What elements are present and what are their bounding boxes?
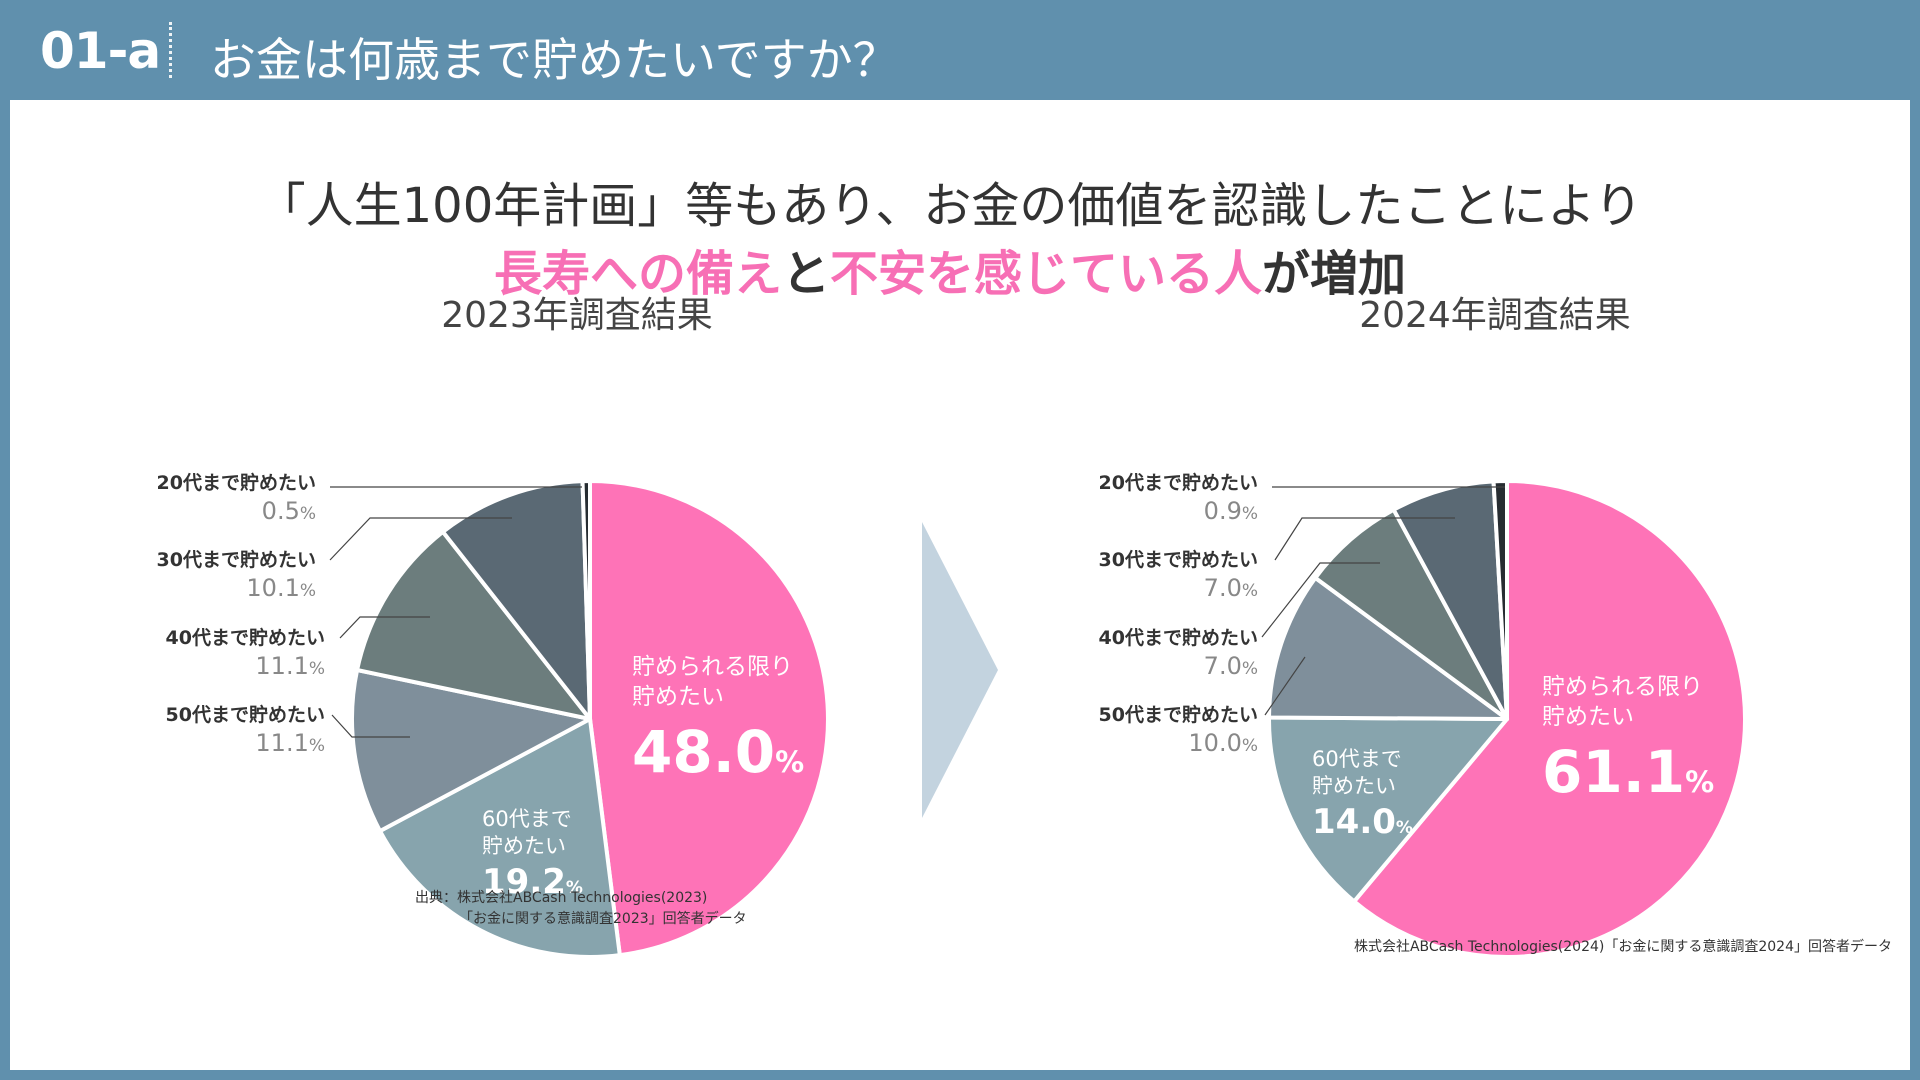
ext-label-name: 40代まで貯めたい xyxy=(1098,627,1258,649)
pie-slice-2023-0 xyxy=(588,479,830,958)
pie-slice-2023-4 xyxy=(440,479,592,721)
slide-number: 01-a xyxy=(40,22,161,80)
pie-slice-2023-1 xyxy=(378,717,622,959)
slice-label-name-2: 貯めたい xyxy=(1312,774,1396,798)
pie-slice-2023-5 xyxy=(580,479,592,721)
slice-label-2024-60s: 60代まで 貯めたい 14.0% xyxy=(1312,746,1413,842)
leader-line-2024-50s xyxy=(1264,656,1306,716)
slice-label-2023-60s: 60代まで 貯めたい 19.2% xyxy=(482,806,583,902)
slice-label-name-1: 貯められる限り xyxy=(632,654,793,680)
pie-2023 xyxy=(350,479,830,959)
leader-lines xyxy=(329,486,1505,738)
ext-label-2023-50s: 50代まで貯めたい 11.1% xyxy=(135,700,325,757)
leader-line-2023-40s xyxy=(339,616,430,639)
leader-line-2024-30s xyxy=(1274,517,1455,561)
source-note-line-1: 出典：株式会社ABCash Technologies(2023) xyxy=(415,890,708,906)
slice-label-name-2: 貯めたい xyxy=(1542,704,1634,730)
headline-highlight-1: 長寿への備え xyxy=(493,246,782,302)
pie-2024 xyxy=(1266,479,1747,959)
slice-label-name-1: 60代まで xyxy=(482,807,572,831)
ext-label-2024-50s: 50代まで貯めたい 10.0% xyxy=(1068,700,1258,757)
ext-label-value: 0.9% xyxy=(1203,497,1258,525)
ext-label-2024-30s: 30代まで貯めたい 7.0% xyxy=(1068,545,1258,602)
pie-slice-2024-3 xyxy=(1313,507,1509,721)
pie-slice-2024-4 xyxy=(1391,479,1509,721)
ext-label-2024-40s: 40代まで貯めたい 7.0% xyxy=(1068,623,1258,680)
pie-slice-2024-1 xyxy=(1266,715,1509,904)
leader-line-2023-30s xyxy=(329,517,512,561)
slice-label-name-1: 60代まで xyxy=(1312,747,1402,771)
slice-label-value: 48.0% xyxy=(632,718,805,786)
slice-label-name-2: 貯めたい xyxy=(482,834,566,858)
page-title: お金は何歳まで貯めたいですか？ xyxy=(210,33,899,87)
ext-label-value: 7.0% xyxy=(1203,652,1258,680)
ext-label-2024-20s: 20代まで貯めたい 0.9% xyxy=(1068,468,1258,525)
headline-highlight-2: 不安を感じている人 xyxy=(830,246,1263,302)
ext-label-value: 10.0% xyxy=(1188,729,1258,757)
leader-line-2024-40s xyxy=(1261,562,1380,638)
ext-label-name: 40代まで貯めたい xyxy=(165,627,325,649)
header-bar: 01-a お金は何歳まで貯めたいですか？ xyxy=(0,0,1920,100)
ext-label-name: 30代まで貯めたい xyxy=(1098,549,1258,571)
slice-label-name-1: 貯められる限り xyxy=(1542,674,1703,700)
pie-slice-2023-3 xyxy=(355,529,592,721)
comparison-arrow xyxy=(922,522,998,818)
source-note-2023: 出典：株式会社ABCash Technologies(2023) 「お金に関する… xyxy=(415,888,747,930)
chart-title-2024: 2024年調査結果 xyxy=(1359,295,1631,336)
headline: 「人生100年計画」等もあり、お金の価値を認識したことにより 長寿への備えと不安… xyxy=(0,172,1900,308)
slice-label-value: 61.1% xyxy=(1542,738,1715,806)
slice-label-value: 19.2% xyxy=(482,862,583,902)
ext-label-name: 50代まで貯めたい xyxy=(1098,704,1258,726)
header-divider xyxy=(169,22,172,78)
headline-ending: が増加 xyxy=(1262,246,1407,302)
ext-label-2023-30s: 30代まで貯めたい 10.1% xyxy=(126,545,316,602)
ext-label-name: 20代まで貯めたい xyxy=(156,472,316,494)
ext-label-value: 0.5% xyxy=(261,497,316,525)
ext-label-2023-40s: 40代まで貯めたい 11.1% xyxy=(135,623,325,680)
headline-line-2: 長寿への備えと不安を感じている人が増加 xyxy=(0,240,1900,308)
headline-connector: と xyxy=(781,246,830,302)
slice-label-2023-max: 貯められる限り 貯めたい 48.0% xyxy=(632,652,804,786)
ext-label-value: 11.1% xyxy=(255,652,325,680)
source-note-line-2: 「お金に関する意識調査2023」回答者データ xyxy=(459,911,747,927)
ext-label-value: 7.0% xyxy=(1203,574,1258,602)
headline-line-1: 「人生100年計画」等もあり、お金の価値を認識したことにより xyxy=(257,178,1643,234)
ext-label-name: 20代まで貯めたい xyxy=(1098,472,1258,494)
pie-slice-2024-0 xyxy=(1352,479,1747,959)
pie-slice-2024-5 xyxy=(1491,479,1509,721)
chart-title-2023: 2023年調査結果 xyxy=(441,295,713,336)
source-note-2024: 株式会社ABCash Technologies(2024)「お金に関する意識調査… xyxy=(1353,939,1892,955)
ext-label-value: 11.1% xyxy=(255,729,325,757)
ext-label-name: 30代まで貯めたい xyxy=(156,549,316,571)
slice-label-name-2: 貯めたい xyxy=(632,684,724,710)
pie-slice-2023-2 xyxy=(350,668,592,834)
ext-label-2023-20s: 20代まで貯めたい 0.5% xyxy=(126,468,316,525)
slice-label-value: 14.0% xyxy=(1312,802,1413,842)
leader-line-2023-50s xyxy=(331,714,410,738)
slice-label-2024-max: 貯められる限り 貯めたい 61.1% xyxy=(1542,672,1714,806)
ext-label-value: 10.1% xyxy=(246,574,316,602)
ext-label-name: 50代まで貯めたい xyxy=(165,704,325,726)
